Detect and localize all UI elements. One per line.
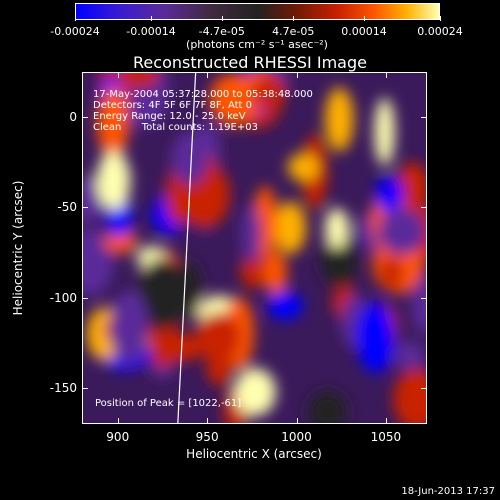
colorbar-units: (photons cm⁻² s⁻¹ asec⁻²) — [186, 38, 328, 51]
colorbar-tick-label: -0.00024 — [50, 25, 100, 38]
solar-limb-line — [177, 73, 197, 423]
y-tick-mark — [82, 207, 88, 209]
emission-blob — [307, 390, 348, 423]
emission-blob — [274, 201, 307, 254]
annotation-time: 17-May-2004 05:37:28.000 to 05:38:48.000 — [93, 89, 313, 100]
x-tick-label: 1050 — [370, 430, 402, 444]
emission-blob — [240, 252, 264, 289]
colorbar-tick-label: 4.7e-05 — [272, 25, 315, 38]
emission-blob — [171, 131, 208, 186]
heatmap-plot: 17-May-2004 05:37:28.000 to 05:38:48.000… — [82, 72, 427, 424]
annotation-detectors: Detectors: 4F 5F 6F 7F 8F, Att 0 — [93, 100, 253, 111]
colorbar-tick-label: 0.00014 — [341, 25, 387, 38]
colorbar-tick-label: -4.7e-05 — [198, 25, 245, 38]
emission-blob — [97, 86, 129, 159]
emission-blob — [267, 291, 304, 320]
colorbar-tick — [75, 16, 76, 21]
colorbar-tick — [363, 16, 365, 21]
x-tick-mark — [207, 72, 209, 78]
annotation-counts: Total counts: 1.19E+03 — [141, 122, 258, 133]
x-tick-label: 1000 — [281, 430, 312, 444]
colorbar-tick — [293, 16, 295, 21]
emission-blob — [252, 75, 287, 108]
colorbar-tick — [440, 16, 441, 21]
x-tick-mark — [117, 72, 119, 78]
peak-emission — [324, 208, 349, 249]
x-axis-label: Heliocentric X (arcsec) — [186, 447, 322, 461]
x-tick-label: 900 — [106, 430, 130, 444]
emission-blob — [104, 229, 138, 254]
heatmap-svg — [83, 73, 426, 423]
x-tick-mark — [385, 418, 387, 424]
x-tick-mark — [296, 418, 298, 424]
y-tick-mark — [421, 117, 427, 119]
x-tick-mark — [385, 72, 387, 78]
emission-blob — [393, 367, 426, 423]
x-tick-mark — [117, 418, 119, 424]
x-tick-mark — [207, 418, 209, 424]
emission-blob — [241, 206, 262, 263]
emission-blob — [96, 151, 131, 210]
annotation-energy: Energy Range: 12.0 - 25.0 keV — [93, 111, 246, 122]
y-tick-label: -150 — [49, 380, 77, 395]
emission-blob — [195, 312, 241, 363]
colorbar-tick — [221, 16, 223, 21]
emission-blob — [374, 97, 395, 166]
chart-title: Reconstructed RHESSI Image — [133, 53, 367, 72]
emission-blob — [392, 341, 426, 370]
emission-blob — [206, 344, 233, 387]
annotation-method: Clean — [93, 122, 122, 133]
y-tick-mark — [421, 297, 427, 299]
y-axis-label: Heliocentric Y (arcsec) — [11, 180, 25, 316]
annotation-peak: Position of Peak = [1022,-61] — [95, 398, 242, 409]
y-tick-mark — [82, 117, 88, 119]
y-tick-mark — [421, 387, 427, 389]
y-tick-label: -100 — [49, 290, 77, 305]
emission-blob — [380, 256, 403, 290]
emission-blob — [287, 153, 320, 182]
render-timestamp: 18-Jun-2013 17:37 — [401, 486, 495, 497]
emission-blob — [119, 73, 160, 88]
emission-blob — [109, 290, 149, 365]
emission-blob — [138, 257, 187, 331]
emission-blob — [356, 301, 395, 374]
y-tick-mark — [421, 207, 427, 209]
emission-blob — [118, 73, 169, 128]
emission-blob — [263, 250, 287, 295]
y-tick-mark — [82, 387, 88, 389]
emission-blob — [375, 176, 404, 213]
colorbar-tick-label: 0.00024 — [417, 25, 463, 38]
colorbar-tick — [151, 16, 153, 21]
emission-blobs — [83, 73, 426, 423]
emission-blob — [412, 275, 426, 335]
x-tick-mark — [296, 72, 298, 78]
x-tick-label: 950 — [195, 430, 219, 444]
y-tick-label: 0 — [69, 110, 77, 125]
emission-blob — [395, 162, 426, 213]
y-tick-mark — [82, 297, 88, 299]
emission-blob — [325, 87, 354, 152]
emission-blob — [234, 368, 276, 416]
colorbar-tick-label: -0.00014 — [126, 25, 176, 38]
emission-blob — [178, 261, 201, 319]
y-tick-label: -50 — [57, 200, 77, 215]
emission-blob — [378, 207, 426, 255]
colorbar — [75, 3, 440, 20]
